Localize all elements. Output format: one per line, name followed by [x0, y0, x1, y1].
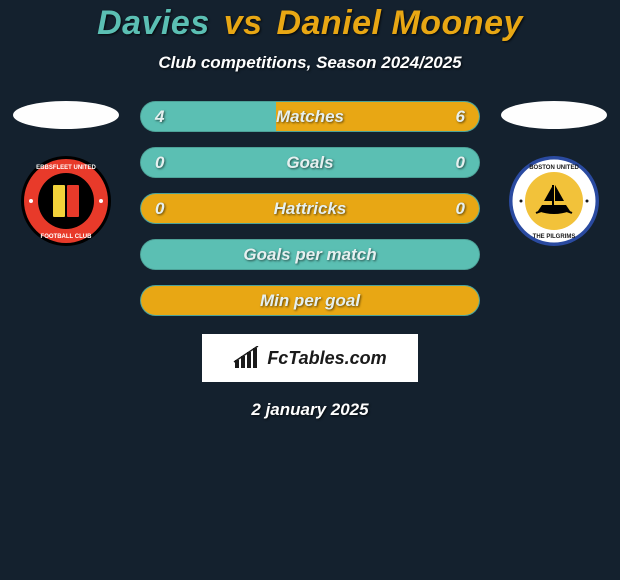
- ebbsfleet-badge-icon: EBBSFLEET UNITED FOOTBALL CLUB: [20, 155, 112, 247]
- bar-label: Hattricks: [274, 199, 347, 219]
- stat-bar: 4 6 Matches: [140, 101, 480, 132]
- boston-badge-icon: BOSTON UNITED THE PILGRIMS: [508, 155, 600, 247]
- page-title: Davies vs Daniel Mooney: [0, 4, 620, 43]
- bar-label: Matches: [276, 107, 344, 127]
- source-logo: FcTables.com: [202, 334, 418, 382]
- bar-label: Goals per match: [243, 245, 376, 265]
- logo-text: FcTables.com: [267, 348, 386, 369]
- comparison-bars: 4 6 Matches 0 0 Goals 0 0 Hattricks Goals per mat…: [140, 101, 480, 316]
- title-player1: Davies: [97, 4, 210, 42]
- right-column: BOSTON UNITED THE PILGRIMS: [498, 101, 610, 247]
- stat-bar: 0 0 Goals: [140, 147, 480, 178]
- stat-bar: Min per goal: [140, 285, 480, 316]
- player1-photo-placeholder: [13, 101, 119, 129]
- comparison-infographic: Davies vs Daniel Mooney Club competition…: [0, 0, 620, 420]
- stat-bar: 0 0 Hattricks: [140, 193, 480, 224]
- bar-chart-icon: [233, 346, 261, 370]
- bar-value-right: 0: [456, 199, 465, 219]
- bar-value-right: 6: [456, 107, 465, 127]
- svg-text:THE PILGRIMS: THE PILGRIMS: [533, 234, 576, 240]
- player2-photo-placeholder: [501, 101, 607, 129]
- stat-bar: Goals per match: [140, 239, 480, 270]
- main-row: EBBSFLEET UNITED FOOTBALL CLUB 4 6 Matches…: [0, 101, 620, 316]
- title-vs: vs: [224, 4, 263, 42]
- title-player2: Daniel Mooney: [276, 4, 522, 42]
- subtitle: Club competitions, Season 2024/2025: [0, 53, 620, 73]
- bar-value-left: 0: [155, 199, 164, 219]
- svg-text:EBBSFLEET UNITED: EBBSFLEET UNITED: [36, 165, 96, 171]
- team1-badge: EBBSFLEET UNITED FOOTBALL CLUB: [20, 155, 112, 247]
- bar-value-right: 0: [456, 153, 465, 173]
- svg-text:BOSTON UNITED: BOSTON UNITED: [529, 165, 579, 171]
- team2-badge: BOSTON UNITED THE PILGRIMS: [508, 155, 600, 247]
- bar-label: Min per goal: [260, 291, 360, 311]
- bar-value-left: 4: [155, 107, 164, 127]
- date: 2 january 2025: [0, 400, 620, 420]
- left-column: EBBSFLEET UNITED FOOTBALL CLUB: [10, 101, 122, 247]
- svg-text:FOOTBALL CLUB: FOOTBALL CLUB: [41, 234, 93, 240]
- bar-value-left: 0: [155, 153, 164, 173]
- bar-label: Goals: [286, 153, 333, 173]
